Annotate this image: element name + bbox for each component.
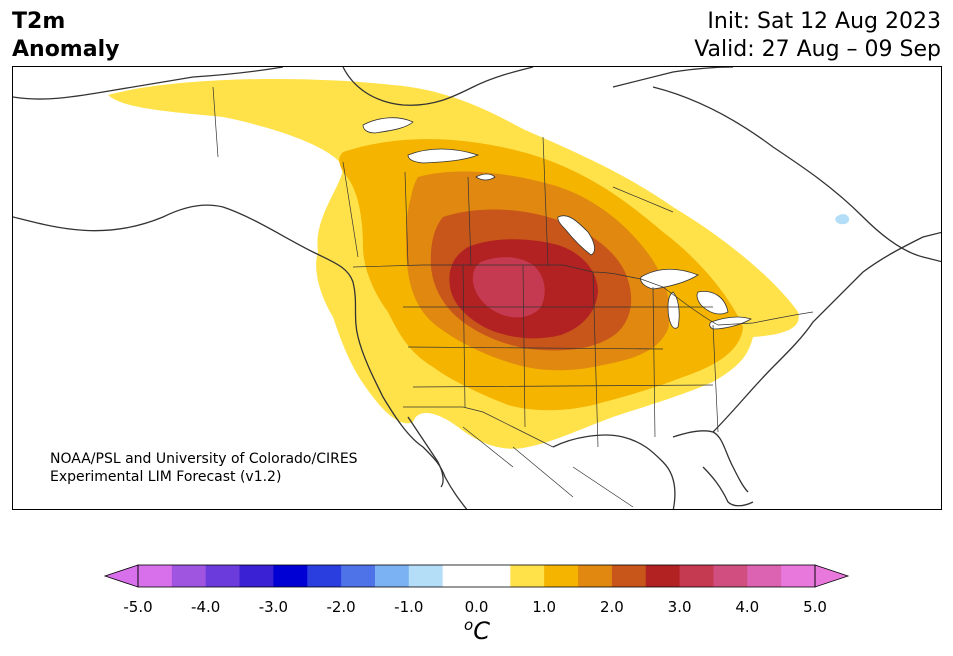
credit-line-2: Experimental LIM Forecast (v1.2) [50,469,282,485]
baja-peninsula [407,416,444,488]
colorbar-tick-label: 5.0 [803,598,827,616]
provincial-lines [342,136,674,266]
west-coast [13,204,468,509]
contour-3.5 [472,257,545,318]
lake-erie-ontario [709,316,752,330]
map-canvas [13,67,941,509]
colorbar-cell [307,565,342,587]
us-state-lines [403,264,719,448]
mexico-states [462,426,634,508]
labrador-coast [652,86,941,263]
colorbar-cell [239,565,274,587]
credit-line-1: NOAA/PSL and University of Colorado/CIRE… [50,451,358,467]
canada-us-border [352,264,814,326]
colorbar-cell [442,565,511,587]
great-bear-lake [362,117,414,134]
unit-degree: o [464,616,474,634]
colorbar-cell [510,565,545,587]
colorbar-unit: oC [464,616,490,645]
variable-title: T2m Anomaly [12,8,119,64]
variable-title-line1: T2m [12,9,66,34]
variable-title-line2: Anomaly [12,37,120,62]
lake-winnipeg [557,215,595,256]
mexico-gulf-coast [552,434,676,509]
valid-date: Valid: 27 Aug – 09 Sep [694,37,941,62]
colorbar-tick-label: -5.0 [123,598,153,616]
colorbar-cell [679,565,714,587]
anomaly-shading [108,79,850,449]
colorbar-tick-label: -2.0 [326,598,356,616]
colorbar-tick-label: -4.0 [191,598,221,616]
colorbar-over-arrow [814,564,850,588]
colorbar-cell [171,565,207,587]
colorbar-tick-label: 0.0 [464,598,489,616]
unit-letter: C [473,617,490,645]
coastlines [13,67,941,509]
alaska-coast [13,67,284,100]
colorbar-cell [374,565,410,587]
colorbar-tick-label: 4.0 [735,598,760,616]
alaska-canada-border [212,86,219,158]
contour-neg-0.5 [835,214,850,225]
lake-huron [696,290,729,315]
colorbar-cell [138,565,173,587]
colorbar-cell [578,565,613,587]
florida [672,430,749,493]
init-date: Init: Sat 12 Aug 2023 [707,9,941,34]
colorbar-outline [137,564,816,588]
colorbar-tick-label: 2.0 [599,598,624,616]
colorbar-cell [205,565,241,587]
yucatan [702,466,754,507]
forecast-dates: Init: Sat 12 Aug 2023 Valid: 27 Aug – 09… [694,8,941,64]
colorbar-cell [408,565,444,587]
us-mexico-border [403,406,554,448]
colorbar [103,564,850,588]
colorbar-tick-label: 1.0 [532,598,557,616]
colorbar-cell [781,565,816,587]
colorbar-cell [341,565,376,587]
great-slave-lake [407,148,480,164]
arctic-islands [612,67,734,88]
colorbar-cell [713,565,748,587]
colorbar-cell [544,565,579,587]
colorbar-cell [645,565,681,587]
colorbar-cell [747,565,782,587]
map-credit: NOAA/PSL and University of Colorado/CIRE… [50,450,358,486]
colorbar-tick-label: -1.0 [394,598,424,616]
lake-athabasca [475,173,496,181]
colorbar-under-arrow [103,564,139,588]
colorbar-tick-label: -3.0 [258,598,289,616]
political-boundaries [212,86,814,508]
lake-michigan [667,291,680,329]
colorbar-cells [138,565,816,587]
east-coast [712,231,941,433]
colorbar-cell [273,565,308,587]
hudson-bay [342,67,534,106]
colorbar-tick-label: 3.0 [667,598,692,616]
colorbar-cell [611,565,647,587]
anomaly-map: NOAA/PSL and University of Colorado/CIRE… [12,66,942,510]
